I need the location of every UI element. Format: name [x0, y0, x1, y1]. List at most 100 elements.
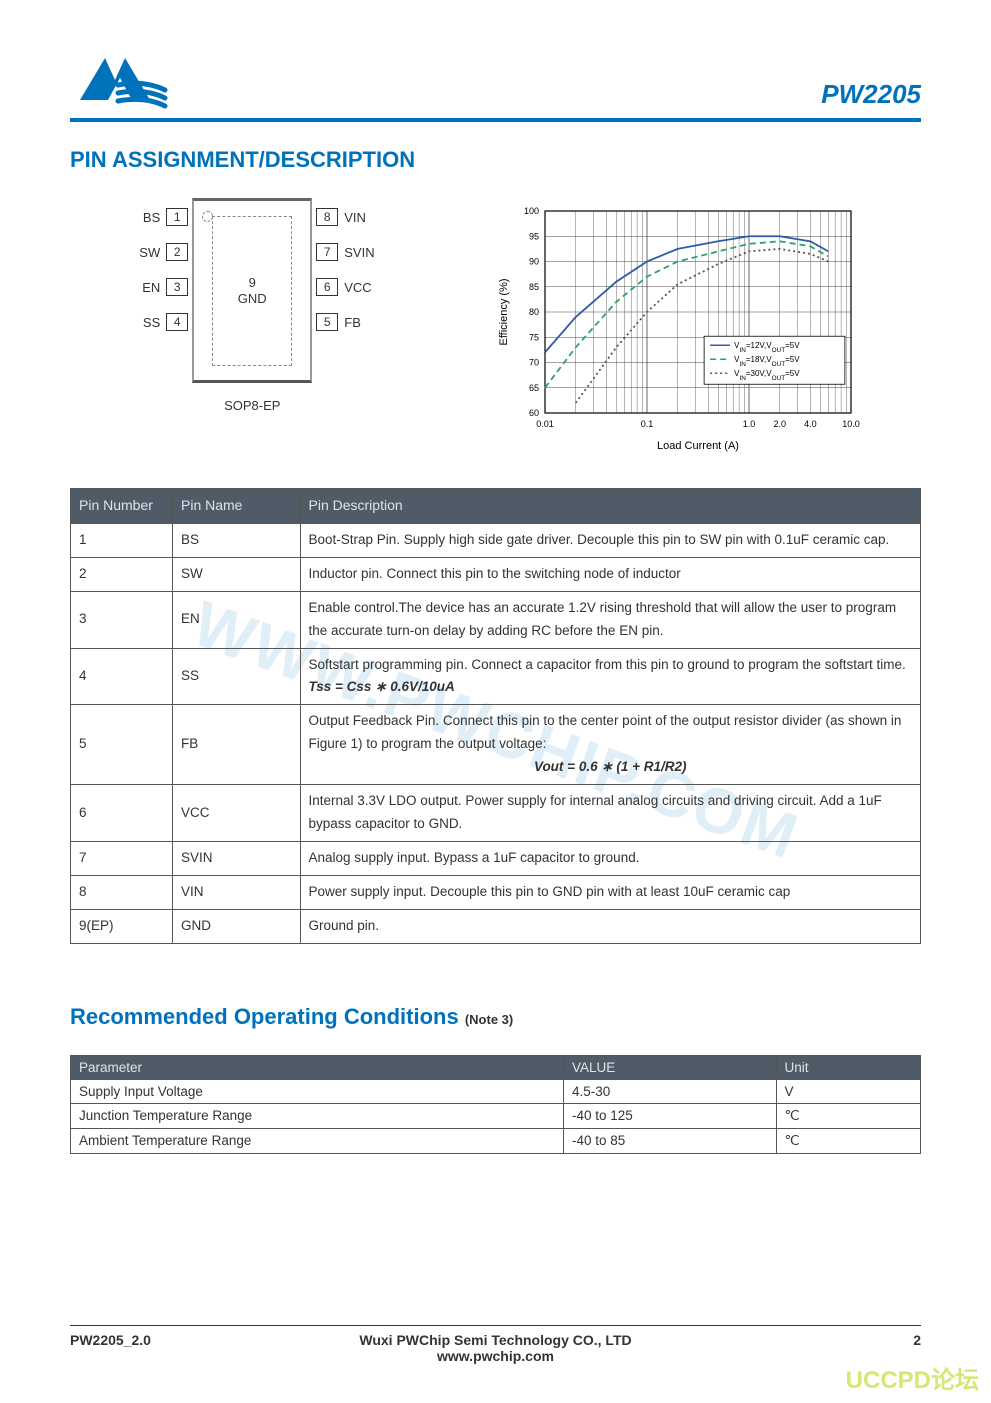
table-row: Supply Input Voltage4.5-30V — [71, 1079, 921, 1103]
svg-text:60: 60 — [529, 408, 539, 418]
pin-label: FB — [344, 315, 376, 330]
svg-text:75: 75 — [529, 332, 539, 342]
svg-text:Load Current (A): Load Current (A) — [657, 440, 739, 452]
svg-text:1.0: 1.0 — [742, 419, 755, 429]
op-header-unit: Unit — [776, 1055, 921, 1079]
pin-number-box: 1 — [166, 208, 188, 226]
svg-text:0.01: 0.01 — [536, 419, 554, 429]
pin-number-box: 6 — [316, 278, 338, 296]
op-header-value: VALUE — [564, 1055, 777, 1079]
pin-label: VCC — [344, 280, 376, 295]
op-param-cell: Supply Input Voltage — [71, 1079, 564, 1103]
table-row: 4SSSoftstart programming pin. Connect a … — [71, 648, 921, 705]
op-unit-cell: ℃ — [776, 1103, 921, 1128]
pin-desc-cell: Softstart programming pin. Connect a cap… — [300, 648, 921, 705]
pin-row: VCC 6 — [316, 278, 376, 296]
pin-table-header-name: Pin Name — [173, 489, 301, 524]
pin-name-cell: GND — [173, 909, 301, 943]
pin-row: BS 1 — [128, 208, 188, 226]
svg-text:90: 90 — [529, 257, 539, 267]
pin-number-box: 7 — [316, 243, 338, 261]
pin-number-cell: 3 — [71, 591, 173, 648]
figures-row: BS1SW2EN3SS4 9 GND VIN8SVIN7VCC6FB5 SOP8… — [70, 198, 921, 458]
op-value-cell: 4.5-30 — [564, 1079, 777, 1103]
table-row: 9(EP)GNDGround pin. — [71, 909, 921, 943]
table-row: 3ENEnable control.The device has an accu… — [71, 591, 921, 648]
pin-number-box: 8 — [316, 208, 338, 226]
svg-text:85: 85 — [529, 282, 539, 292]
pin-desc-cell: Power supply input. Decouple this pin to… — [300, 876, 921, 910]
table-row: 7SVINAnalog supply input. Bypass a 1uF c… — [71, 842, 921, 876]
page-footer: PW2205_2.0 Wuxi PWChip Semi Technology C… — [70, 1325, 921, 1348]
svg-text:70: 70 — [529, 358, 539, 368]
pin-desc-cell: Analog supply input. Bypass a 1uF capaci… — [300, 842, 921, 876]
pin-number-cell: 4 — [71, 648, 173, 705]
pin-label: EN — [128, 280, 160, 295]
table-row: 2SWInductor pin. Connect this pin to the… — [71, 557, 921, 591]
forum-watermark: UCCPD论坛 — [846, 1360, 979, 1395]
op-header-param: Parameter — [71, 1055, 564, 1079]
op-param-cell: Ambient Temperature Range — [71, 1128, 564, 1153]
table-row: Ambient Temperature Range-40 to 85℃ — [71, 1128, 921, 1153]
svg-text:65: 65 — [529, 383, 539, 393]
pin-number-cell: 6 — [71, 785, 173, 842]
pin-desc-cell: Output Feedback Pin. Connect this pin to… — [300, 705, 921, 785]
pin-number-cell: 7 — [71, 842, 173, 876]
svg-text:10.0: 10.0 — [842, 419, 860, 429]
table-row: 5FBOutput Feedback Pin. Connect this pin… — [71, 705, 921, 785]
footer-company: Wuxi PWChip Semi Technology CO., LTD — [359, 1332, 631, 1348]
pin-label: SS — [128, 315, 160, 330]
pin-desc-cell: Enable control.The device has an accurat… — [300, 591, 921, 648]
pin-table-header-desc: Pin Description — [300, 489, 921, 524]
pin-row: SVIN 7 — [316, 243, 376, 261]
pin-number-box: 4 — [166, 313, 188, 331]
table-row: 1BSBoot-Strap Pin. Supply high side gate… — [71, 523, 921, 557]
pin-number-cell: 1 — [71, 523, 173, 557]
package-diagram: BS1SW2EN3SS4 9 GND VIN8SVIN7VCC6FB5 SOP8… — [128, 198, 376, 413]
op-value-cell: -40 to 85 — [564, 1128, 777, 1153]
pin-number-cell: 8 — [71, 876, 173, 910]
svg-text:0.1: 0.1 — [640, 419, 653, 429]
page-header: PW2205 — [70, 50, 921, 122]
footer-url: www.pwchip.com — [359, 1348, 631, 1364]
pin-table-header-number: Pin Number — [71, 489, 173, 524]
svg-text:4.0: 4.0 — [804, 419, 817, 429]
table-row: Junction Temperature Range-40 to 125℃ — [71, 1103, 921, 1128]
pin-name-cell: SW — [173, 557, 301, 591]
pin-row: SS 4 — [128, 313, 188, 331]
pin-row: VIN8 — [316, 208, 376, 226]
pin-label: BS — [128, 210, 160, 225]
pin-label: SW — [128, 245, 160, 260]
svg-text:80: 80 — [529, 307, 539, 317]
pin-desc-cell: Boot-Strap Pin. Supply high side gate dr… — [300, 523, 921, 557]
section-heading-pins: PIN ASSIGNMENT/DESCRIPTION — [70, 147, 921, 173]
pin-number-box: 3 — [166, 278, 188, 296]
pin-label: SVIN — [344, 245, 376, 260]
pin-name-cell: VIN — [173, 876, 301, 910]
pin-row: EN 3 — [128, 278, 188, 296]
part-number: PW2205 — [821, 79, 921, 110]
pin-number-box: 2 — [166, 243, 188, 261]
footer-doc-version: PW2205_2.0 — [70, 1332, 151, 1348]
op-unit-cell: ℃ — [776, 1128, 921, 1153]
section2-note: (Note 3) — [465, 1012, 513, 1027]
svg-text:95: 95 — [529, 231, 539, 241]
section2-title: Recommended Operating Conditions — [70, 1004, 459, 1029]
pin-desc-cell: Ground pin. — [300, 909, 921, 943]
pin-description-table: Pin Number Pin Name Pin Description 1BSB… — [70, 488, 921, 944]
pin-name-cell: SVIN — [173, 842, 301, 876]
efficiency-chart: 60657075808590951000.010.11.02.04.010.0L… — [493, 198, 863, 458]
pin-number-cell: 9(EP) — [71, 909, 173, 943]
package-name: SOP8-EP — [128, 398, 376, 413]
svg-text:2.0: 2.0 — [773, 419, 786, 429]
table-row: 6VCCInternal 3.3V LDO output. Power supp… — [71, 785, 921, 842]
svg-text:Efficiency (%): Efficiency (%) — [498, 278, 510, 345]
pin-name-cell: BS — [173, 523, 301, 557]
op-value-cell: -40 to 125 — [564, 1103, 777, 1128]
pin-number-cell: 2 — [71, 557, 173, 591]
pin-row: SW 2 — [128, 243, 188, 261]
company-logo — [70, 50, 170, 110]
section-heading-conditions: Recommended Operating Conditions (Note 3… — [70, 1004, 921, 1030]
pin-number-box: 5 — [316, 313, 338, 331]
pin-desc-cell: Internal 3.3V LDO output. Power supply f… — [300, 785, 921, 842]
